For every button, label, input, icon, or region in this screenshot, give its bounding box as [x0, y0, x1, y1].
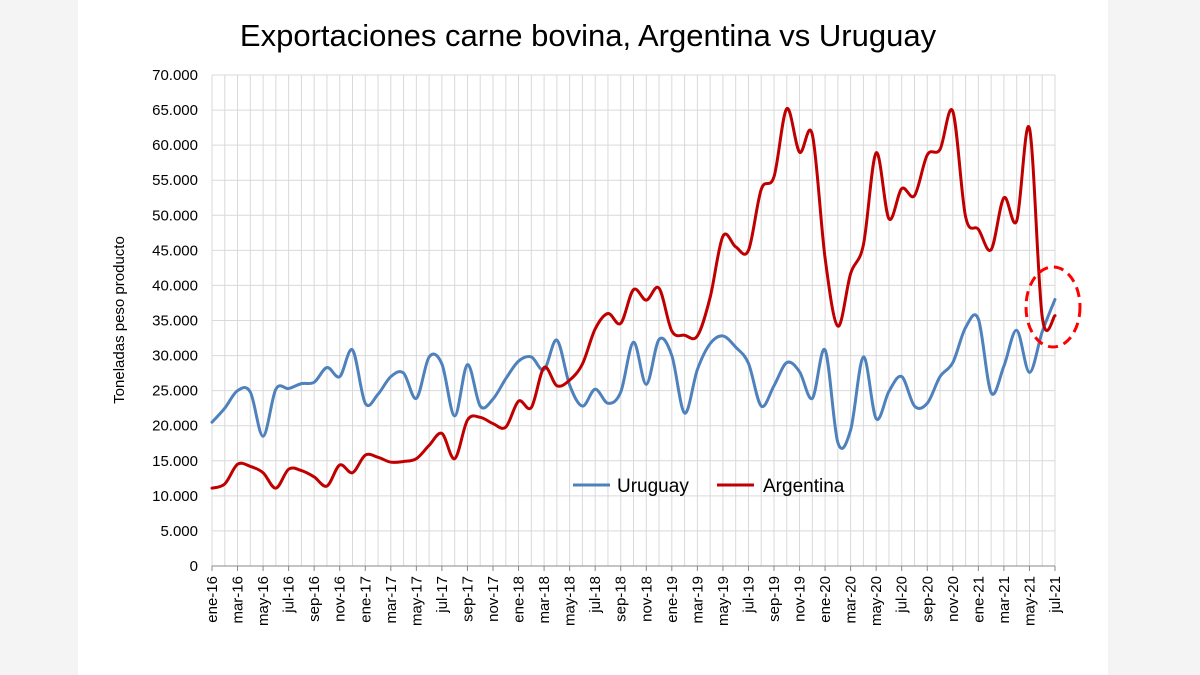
- x-tick-label: sep-19: [766, 576, 783, 622]
- y-tick-label: 45.000: [152, 242, 198, 259]
- x-tick-label: jul-17: [434, 576, 451, 614]
- x-tick-label: sep-17: [459, 576, 476, 622]
- x-tick-label: mar-19: [689, 576, 706, 624]
- x-tick-label: may-16: [255, 576, 272, 626]
- x-tick-label: nov-16: [332, 576, 349, 622]
- series-line-uruguay: [210, 297, 1057, 450]
- y-tick-label: 50.000: [152, 207, 198, 224]
- x-tick-label: mar-20: [843, 576, 860, 624]
- x-tick-label: jul-20: [894, 576, 911, 614]
- y-tick-label: 55.000: [152, 172, 198, 189]
- y-tick-label: 25.000: [152, 383, 198, 400]
- x-tick-label: mar-16: [230, 576, 247, 624]
- x-tick-label: sep-20: [919, 576, 936, 622]
- legend-label-argentina: Argentina: [763, 476, 845, 497]
- legend: Uruguay Argentina: [573, 476, 845, 497]
- x-tick-label: jul-18: [587, 576, 604, 614]
- x-tick-label: nov-20: [945, 576, 962, 622]
- x-tick-label: ene-20: [817, 576, 834, 623]
- series-lines: [210, 107, 1057, 490]
- x-tick-label: ene-16: [204, 576, 221, 623]
- series-line-argentina: [210, 107, 1057, 490]
- y-tick-label: 20.000: [152, 418, 198, 435]
- y-tick-label: 15.000: [152, 453, 198, 470]
- x-tick-label: jul-21: [1047, 576, 1064, 614]
- y-tick-label: 60.000: [152, 137, 198, 154]
- x-tick-label: nov-19: [792, 576, 809, 622]
- y-tick-label: 10.000: [152, 488, 198, 505]
- y-tick-label: 40.000: [152, 277, 198, 294]
- x-tick-label: ene-19: [664, 576, 681, 623]
- y-tick-label: 35.000: [152, 313, 198, 330]
- x-tick-label: mar-21: [996, 576, 1013, 624]
- x-tick-label: may-18: [562, 576, 579, 626]
- legend-label-uruguay: Uruguay: [617, 476, 689, 497]
- y-axis-ticks: 0 5.000 10.000 15.000 20.000 25.000 30.000 35.0…: [152, 67, 198, 575]
- y-tick-label: 5.000: [160, 523, 198, 540]
- x-tick-label: mar-17: [383, 576, 400, 624]
- x-tick-label: ene-18: [511, 576, 528, 623]
- x-tick-label: sep-18: [613, 576, 630, 622]
- x-tick-label: ene-17: [357, 576, 374, 623]
- x-tick-label: nov-17: [485, 576, 502, 622]
- x-tick-label: may-20: [868, 576, 885, 626]
- y-tick-label: 65.000: [152, 102, 198, 119]
- x-tick-label: jul-16: [281, 576, 298, 614]
- x-tick-label: may-19: [715, 576, 732, 626]
- x-tick-label: ene-21: [970, 576, 987, 623]
- x-tick-label: may-21: [1021, 576, 1038, 626]
- y-tick-label: 30.000: [152, 348, 198, 365]
- y-tick-label: 70.000: [152, 67, 198, 84]
- chart-title: Exportaciones carne bovina, Argentina vs…: [240, 18, 937, 53]
- x-axis-ticks: ene-16 mar-16 may-16 jul-16 sep-16 nov-16 ene-…: [204, 566, 1064, 626]
- x-tick-label: jul-19: [740, 576, 757, 614]
- x-tick-label: mar-18: [536, 576, 553, 624]
- y-axis-label: Toneladas peso producto: [111, 236, 128, 404]
- highlight-circle: [1024, 265, 1082, 349]
- x-tick-label: nov-18: [638, 576, 655, 622]
- y-tick-label: 0: [190, 558, 198, 575]
- x-tick-label: sep-16: [306, 576, 323, 622]
- x-tick-label: may-17: [408, 576, 425, 626]
